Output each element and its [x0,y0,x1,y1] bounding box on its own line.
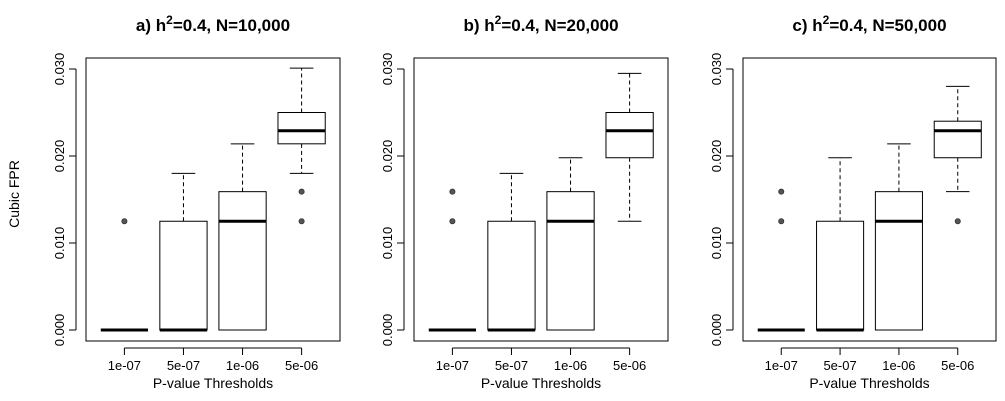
y-tick-label: 0.000 [52,314,67,347]
plot-frame [742,57,997,342]
y-tick-label: 0.020 [709,140,724,173]
plot-frame [413,57,669,342]
box-iqr [546,191,595,331]
outlier-point [298,188,305,195]
box-iqr [218,191,267,331]
x-tick-label: 5e-07 [167,358,200,373]
y-tick-label: 0.010 [709,227,724,260]
panel-title-superscript: 2 [823,13,830,27]
panel-title-superscript: 2 [495,13,502,27]
plot-frame [85,57,341,342]
x-tick-label: 5e-07 [823,358,856,373]
x-tick-label: 5e-06 [613,358,646,373]
outlier-point [778,188,785,195]
box-iqr [159,220,208,331]
x-tick-label: 1e-06 [226,358,259,373]
panel-title: b) h2=0.4, N=20,000 [463,13,618,35]
panel-title-superscript: 2 [166,13,173,27]
x-tick-label: 1e-07 [436,358,469,373]
box-iqr [487,220,536,331]
y-tick-label: 0.030 [709,53,724,86]
y-axis-title: Cubic FPR [6,160,22,228]
box-iqr [605,112,654,159]
x-tick-label: 1e-07 [765,358,798,373]
y-tick-label: 0.030 [52,53,67,86]
box-iqr [816,220,865,331]
y-tick-label: 0.010 [380,227,395,260]
panel-title-suffix: =0.4, N=20,000 [501,16,618,35]
outlier-point [778,218,785,225]
x-tick-label: 5e-06 [285,358,318,373]
panel-title-prefix: c) h [792,16,822,35]
x-axis-title: P-value Thresholds [153,375,273,391]
outlier-point [298,218,305,225]
panel-title-suffix: =0.4, N=50,000 [829,16,946,35]
outlier-point [449,218,456,225]
x-tick-label: 1e-06 [554,358,587,373]
box-iqr [874,191,923,331]
y-tick-label: 0.020 [380,140,395,173]
panel-title-prefix: b) h [463,16,494,35]
box-iqr [933,120,982,159]
panel-title: a) h2=0.4, N=10,000 [136,13,290,35]
x-axis-title: P-value Thresholds [809,375,929,391]
y-tick-label: 0.010 [52,227,67,260]
x-axis-title: P-value Thresholds [481,375,601,391]
panel-title: c) h2=0.4, N=50,000 [792,13,946,35]
y-tick-label: 0.000 [380,314,395,347]
outlier-point [449,188,456,195]
y-tick-label: 0.000 [709,314,724,347]
y-tick-label: 0.020 [52,140,67,173]
outlier-point [954,218,961,225]
x-tick-label: 5e-06 [941,358,974,373]
y-tick-label: 0.030 [380,53,395,86]
x-tick-label: 1e-07 [108,358,141,373]
box-iqr [277,112,326,145]
panel-title-prefix: a) h [136,16,166,35]
x-tick-label: 1e-06 [882,358,915,373]
x-tick-label: 5e-07 [495,358,528,373]
outlier-point [121,218,128,225]
panel-title-suffix: =0.4, N=10,000 [173,16,290,35]
